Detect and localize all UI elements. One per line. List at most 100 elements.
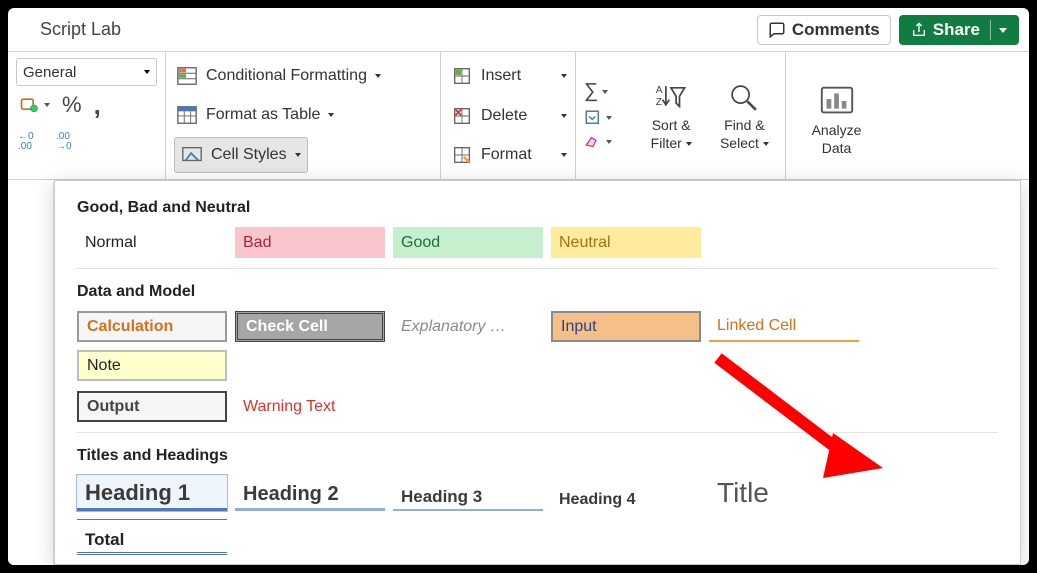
style-swatch-bad[interactable]: Bad <box>235 227 385 258</box>
style-swatch-input[interactable]: Input <box>551 311 701 342</box>
style-swatch-note[interactable]: Note <box>77 350 227 381</box>
svg-text:→0: →0 <box>56 141 72 149</box>
delete-button[interactable]: Delete <box>449 98 567 134</box>
comments-button[interactable]: Comments <box>757 15 891 45</box>
sort-filter-label-2: Filter <box>651 135 682 151</box>
conditional-formatting-label: Conditional Formatting <box>206 67 367 85</box>
cell-styles-dropdown: Good, Bad and Neutral Normal Bad Good Neutr… <box>54 180 1021 565</box>
style-swatch-heading-2[interactable]: Heading 2 <box>235 475 385 511</box>
style-swatch-linked-cell[interactable]: Linked Cell <box>709 311 859 342</box>
format-cells-icon <box>451 144 473 166</box>
analyze-data-button[interactable]: Analyze Data <box>794 82 879 156</box>
app-title: Script Lab <box>40 19 121 40</box>
cells-group: Insert Delete Format <box>441 52 576 179</box>
svg-text:.00: .00 <box>18 141 32 149</box>
dm-row2: Output Warning Text <box>77 391 998 422</box>
divider <box>77 268 998 269</box>
autosum-icon: ∑ <box>584 80 598 103</box>
dm-row1: Calculation Check Cell Explanatory … Input L… <box>77 311 998 381</box>
format-button[interactable]: Format <box>449 137 567 173</box>
style-swatch-normal[interactable]: Normal <box>77 227 227 258</box>
style-swatch-warning-text[interactable]: Warning Text <box>235 391 385 422</box>
style-swatch-title[interactable]: Title <box>709 475 859 511</box>
chevron-down-icon <box>561 74 567 78</box>
cell-styles-button[interactable]: Cell Styles <box>174 137 308 173</box>
chevron-down-icon <box>561 153 567 157</box>
style-swatch-heading-4[interactable]: Heading 4 <box>551 475 701 511</box>
delete-cells-icon <box>451 105 473 127</box>
autosum-button[interactable]: ∑ <box>584 80 631 103</box>
share-label: Share <box>933 20 980 40</box>
ribbon: General % , ←0.00 .00→0 <box>8 52 1029 180</box>
style-swatch-neutral[interactable]: Neutral <box>551 227 701 258</box>
svg-text:A: A <box>656 84 663 95</box>
style-swatch-heading-3[interactable]: Heading 3 <box>393 475 543 511</box>
chevron-down-icon <box>375 74 381 78</box>
comma-format-button[interactable]: , <box>94 90 101 121</box>
accounting-icon <box>18 95 40 115</box>
percent-format-button[interactable]: % <box>62 92 82 118</box>
section-title-gbn: Good, Bad and Neutral <box>77 199 998 217</box>
find-select-label-1: Find & <box>724 117 764 133</box>
chevron-down-icon <box>606 140 612 144</box>
insert-button[interactable]: Insert <box>449 58 567 94</box>
conditional-formatting-icon <box>176 65 198 87</box>
style-swatch-heading-1[interactable]: Heading 1 <box>77 475 227 511</box>
analyze-label-2: Data <box>822 140 852 156</box>
section-title-th: Titles and Headings <box>77 447 998 465</box>
chevron-down-icon <box>328 113 334 117</box>
share-icon <box>911 22 927 38</box>
style-swatch-explanatory-[interactable]: Explanatory … <box>393 311 543 342</box>
chevron-down-icon <box>606 116 612 120</box>
style-swatch-calculation[interactable]: Calculation <box>77 311 227 342</box>
share-button[interactable]: Share <box>899 15 1019 45</box>
accounting-format-button[interactable] <box>18 95 50 115</box>
style-swatch-check-cell[interactable]: Check Cell <box>235 311 385 342</box>
number-format-selector[interactable]: General <box>16 58 157 86</box>
divider <box>77 432 998 433</box>
analyze-label-1: Analyze <box>812 122 862 138</box>
number-format-value: General <box>23 64 76 81</box>
fill-icon <box>584 109 602 127</box>
section-title-dm: Data and Model <box>77 283 998 301</box>
chevron-down-icon <box>44 103 50 107</box>
number-format-group: General % , ←0.00 .00→0 <box>8 52 166 179</box>
chevron-down-icon <box>295 153 301 157</box>
cell-styles-label: Cell Styles <box>211 146 287 164</box>
style-swatch-good[interactable]: Good <box>393 227 543 258</box>
decrease-decimal-button[interactable]: .00→0 <box>56 129 82 149</box>
increase-decimal-icon: ←0.00 <box>18 129 44 149</box>
format-as-table-button[interactable]: Format as Table <box>174 98 432 134</box>
chevron-down-icon <box>763 142 769 146</box>
clear-button[interactable] <box>584 133 631 151</box>
svg-text:Z: Z <box>656 96 662 107</box>
delete-label: Delete <box>481 107 527 125</box>
th-row: Heading 1Heading 2Heading 3Heading 4Titl… <box>77 475 998 555</box>
share-caret[interactable] <box>990 20 1007 40</box>
format-table-icon <box>176 104 198 126</box>
format-table-label: Format as Table <box>206 106 320 124</box>
chevron-down-icon <box>686 142 692 146</box>
comment-icon <box>768 21 786 39</box>
style-swatch-output[interactable]: Output <box>77 391 227 422</box>
sort-filter-button[interactable]: AZ Sort & Filter <box>639 58 704 173</box>
chevron-down-icon <box>561 114 567 118</box>
fill-button[interactable] <box>584 109 631 127</box>
styles-group: Conditional Formatting Format as Table C… <box>166 52 441 179</box>
sheet-row-headers <box>8 182 54 565</box>
analyze-data-icon <box>818 82 856 120</box>
find-select-button[interactable]: Find & Select <box>712 58 777 173</box>
comments-label: Comments <box>792 20 880 40</box>
sort-filter-label-1: Sort & <box>652 117 691 133</box>
insert-label: Insert <box>481 67 521 85</box>
chevron-down-icon <box>602 90 608 94</box>
chevron-down-icon <box>144 70 150 74</box>
editing-group: ∑ AZ Sort & Filter Find & <box>576 52 786 179</box>
conditional-formatting-button[interactable]: Conditional Formatting <box>174 58 432 94</box>
gbn-row: Normal Bad Good Neutral <box>77 227 998 258</box>
format-label: Format <box>481 146 532 164</box>
title-bar: Script Lab Comments Share <box>8 8 1029 52</box>
decrease-decimal-icon: .00→0 <box>56 129 82 149</box>
increase-decimal-button[interactable]: ←0.00 <box>18 129 44 149</box>
style-swatch-total[interactable]: Total <box>77 519 227 555</box>
